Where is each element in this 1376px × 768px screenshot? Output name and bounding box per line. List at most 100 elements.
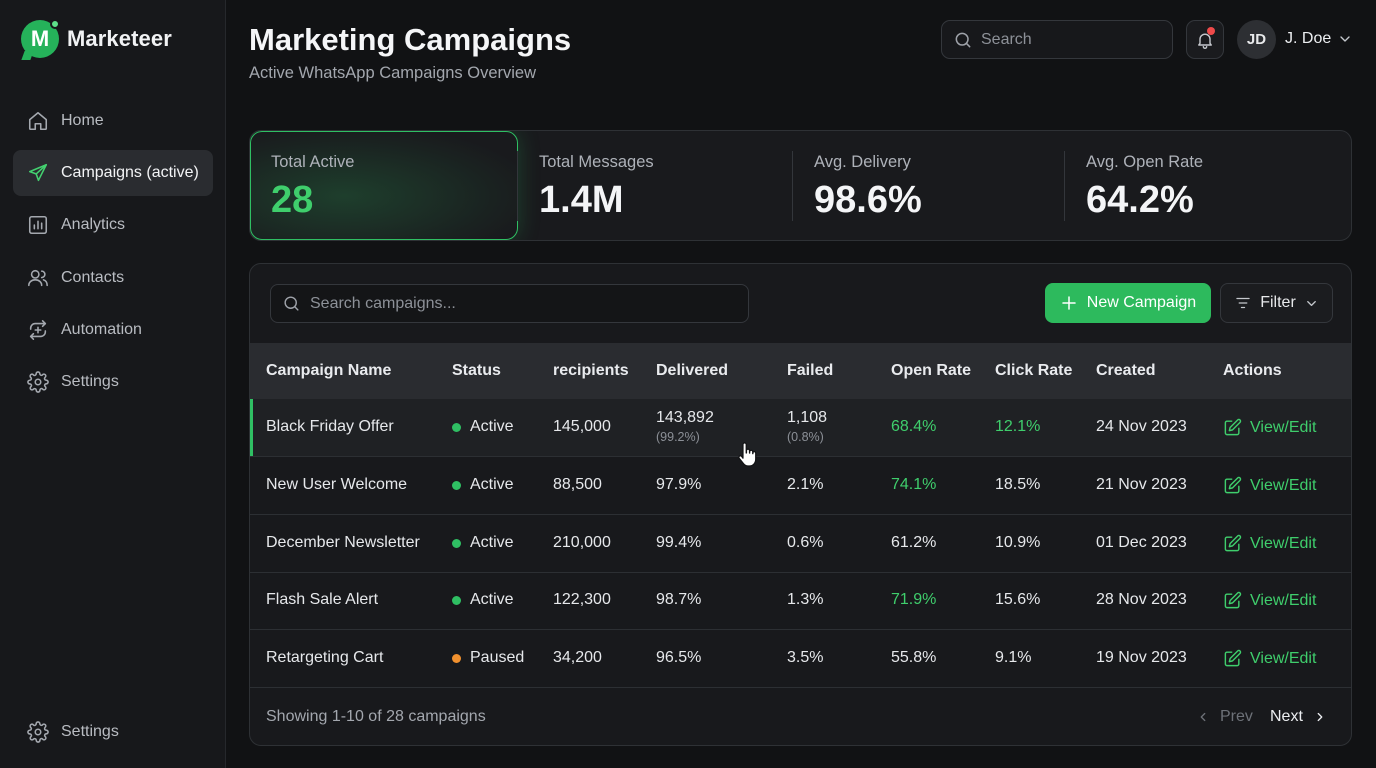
- view-edit-button[interactable]: View/Edit: [1223, 418, 1316, 437]
- avatar[interactable]: JD: [1237, 20, 1276, 59]
- click-rate-value: 12.1%: [995, 418, 1041, 435]
- stat-label: Avg. Delivery: [814, 153, 911, 171]
- view-edit-label: View/Edit: [1250, 476, 1317, 494]
- stat-divider: [1064, 151, 1065, 221]
- recipients-value: 122,300: [553, 591, 611, 608]
- status-badge: Paused: [452, 649, 524, 667]
- campaign-name: Flash Sale Alert: [266, 591, 379, 608]
- user-name[interactable]: J. Doe: [1285, 30, 1332, 47]
- open-rate-value: 55.8%: [891, 649, 937, 666]
- stat-highlight: [250, 131, 518, 240]
- sidebar-item-label: Automation: [61, 320, 142, 338]
- column-header[interactable]: Campaign Name: [266, 362, 392, 379]
- sidebar-item-home[interactable]: Home: [13, 98, 213, 144]
- status-label: Active: [470, 418, 514, 435]
- prev-page-button[interactable]: Prev: [1196, 708, 1253, 726]
- pagination-summary: Showing 1-10 of 28 campaigns: [266, 708, 486, 725]
- column-header[interactable]: Delivered: [656, 362, 729, 379]
- sidebar-item-automation[interactable]: Automation: [13, 307, 213, 353]
- campaign-search-input[interactable]: [310, 294, 730, 313]
- chevron-left-icon: [1200, 712, 1206, 722]
- campaign-name: Black Friday Offer: [266, 418, 394, 435]
- column-header[interactable]: Created: [1096, 362, 1156, 379]
- next-label: Next: [1270, 708, 1303, 725]
- table-row[interactable]: Black Friday Offer Active 145,000 143,89…: [250, 399, 1351, 457]
- filter-label: Filter: [1260, 294, 1296, 311]
- view-edit-button[interactable]: View/Edit: [1223, 649, 1316, 668]
- bar-chart-icon: [28, 216, 48, 235]
- view-edit-button[interactable]: View/Edit: [1223, 476, 1316, 495]
- failed-percent: (0.8%): [787, 430, 824, 444]
- stat-value: 98.6%: [814, 179, 922, 221]
- delivered-value: 99.4%: [656, 534, 702, 551]
- sidebar-item-settings[interactable]: Settings: [13, 359, 213, 405]
- hand-cursor-icon: [738, 442, 757, 467]
- stat-value: 64.2%: [1086, 179, 1194, 221]
- column-header[interactable]: Status: [452, 362, 501, 379]
- refresh-icon: [29, 319, 47, 340]
- sidebar-bottom: Settings: [13, 709, 213, 761]
- failed-count: 1,108: [787, 409, 828, 426]
- campaign-name: New User Welcome: [266, 476, 408, 493]
- notifications-button[interactable]: [1186, 20, 1224, 59]
- sidebar-item-analytics[interactable]: Analytics: [13, 202, 213, 248]
- view-edit-button[interactable]: View/Edit: [1223, 591, 1316, 610]
- sidebar-item-label: Analytics: [61, 216, 126, 234]
- campaigns-card: New Campaign Filter Campaign Name Status…: [249, 263, 1352, 746]
- edit-icon: [1224, 649, 1242, 667]
- status-dot: [452, 480, 461, 490]
- brand[interactable]: M Marketeer: [21, 19, 172, 60]
- table-row[interactable]: New User Welcome Active 88,500 97.9% 2.1…: [250, 457, 1351, 515]
- global-search[interactable]: [941, 20, 1173, 59]
- sidebar-item-contacts[interactable]: Contacts: [13, 255, 213, 301]
- edit-icon: [1224, 591, 1242, 609]
- created-date: 24 Nov 2023: [1096, 418, 1187, 435]
- status-badge: Active: [452, 591, 514, 609]
- notification-badge: [1207, 27, 1215, 35]
- view-edit-label: View/Edit: [1250, 649, 1317, 667]
- table-header: Campaign Name Status recipients Delivere…: [250, 343, 1351, 399]
- users-icon: [28, 269, 48, 286]
- view-edit-label: View/Edit: [1250, 534, 1317, 552]
- column-header[interactable]: Click Rate: [995, 362, 1073, 379]
- table-row[interactable]: December Newsletter Active 210,000 99.4%…: [250, 515, 1351, 573]
- view-edit-label: View/Edit: [1250, 591, 1317, 609]
- global-search-input[interactable]: [981, 30, 1151, 49]
- failed-value: 1.3%: [787, 591, 824, 608]
- campaign-search[interactable]: [270, 284, 749, 323]
- status-dot: [452, 595, 461, 605]
- column-header[interactable]: recipients: [553, 362, 629, 379]
- column-header[interactable]: Open Rate: [891, 362, 972, 379]
- click-rate-value: 10.9%: [995, 534, 1041, 551]
- search-icon: [284, 296, 299, 311]
- sidebar-item-label: Settings: [61, 372, 119, 390]
- created-date: 28 Nov 2023: [1096, 591, 1187, 608]
- status-dot: [452, 422, 461, 432]
- sidebar-item-settings-bottom[interactable]: Settings: [13, 709, 213, 755]
- stat-value: 28: [271, 179, 314, 221]
- chevron-down-icon: [1306, 300, 1316, 306]
- stat-divider: [517, 151, 518, 221]
- filter-button[interactable]: Filter: [1220, 283, 1333, 323]
- view-edit-button[interactable]: View/Edit: [1223, 534, 1316, 553]
- delivered-value: 143,892 (99.2%): [656, 409, 714, 444]
- chevron-down-icon[interactable]: [1337, 31, 1353, 47]
- recipients-value: 145,000: [553, 418, 611, 435]
- failed-value: 3.5%: [787, 649, 824, 666]
- next-page-button[interactable]: Next: [1270, 708, 1327, 726]
- recipients-value: 34,200: [553, 649, 602, 666]
- table-row[interactable]: Retargeting Cart Paused 34,200 96.5% 3.5…: [250, 630, 1351, 688]
- page-subtitle: Active WhatsApp Campaigns Overview: [249, 64, 537, 82]
- column-header[interactable]: Failed: [787, 362, 834, 379]
- sidebar-item-campaigns[interactable]: Campaigns (active): [13, 150, 213, 197]
- open-rate-value: 71.9%: [891, 591, 937, 608]
- table-row[interactable]: Flash Sale Alert Active 122,300 98.7% 1.…: [250, 572, 1351, 630]
- status-label: Active: [470, 534, 514, 551]
- status-label: Paused: [470, 649, 525, 666]
- search-icon: [955, 32, 971, 47]
- created-date: 21 Nov 2023: [1096, 476, 1187, 493]
- column-header: Actions: [1223, 362, 1282, 379]
- chevron-right-icon: [1317, 712, 1323, 722]
- delivered-count: 143,892: [656, 409, 714, 426]
- new-campaign-button[interactable]: New Campaign: [1045, 283, 1211, 323]
